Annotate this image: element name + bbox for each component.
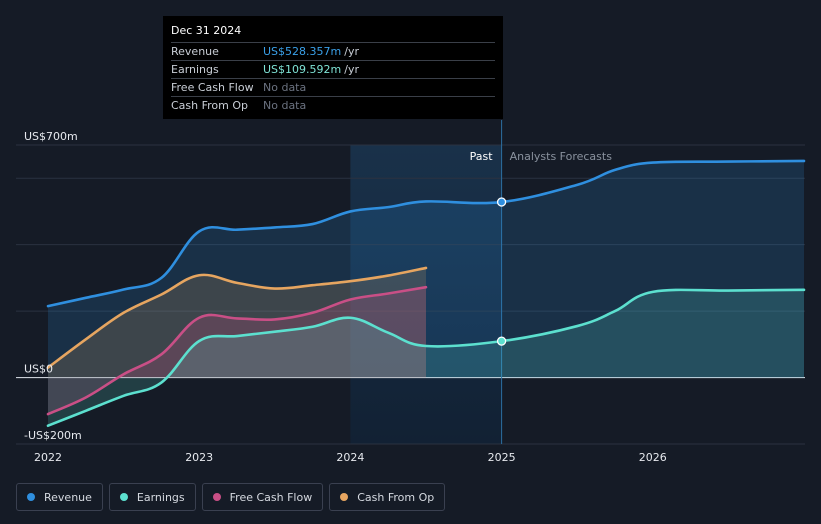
tooltip-value: US$109.592m	[263, 63, 342, 76]
y-axis-label: US$700m	[24, 130, 78, 143]
legend: Revenue Earnings Free Cash Flow Cash Fro…	[16, 483, 446, 511]
legend-dot-icon	[27, 493, 35, 501]
series-area-revenue	[48, 160, 804, 378]
tooltip-label: Revenue	[171, 45, 219, 58]
series-area-free-cash-flow	[48, 287, 426, 415]
series-line-cash-from-op	[46, 266, 428, 369]
tooltip-value: No data	[263, 99, 307, 112]
x-tick-label: 2024	[336, 451, 364, 464]
tooltip-label: Free Cash Flow	[171, 81, 254, 94]
x-tick-label: 2025	[488, 451, 516, 464]
marker-revenue	[496, 197, 507, 207]
tooltip-value: No data	[263, 81, 307, 94]
series-line-free-cash-flow	[46, 285, 428, 416]
tooltip: Dec 31 2024 Revenue US$528.357m /yr Earn…	[163, 16, 503, 119]
series-area-cash-from-op	[48, 267, 426, 378]
legend-item-earnings[interactable]: Earnings	[108, 483, 196, 511]
legend-item-revenue[interactable]: Revenue	[16, 483, 103, 511]
forecast-label: Analysts Forecasts	[510, 150, 613, 163]
tooltip-label: Earnings	[171, 63, 219, 76]
tooltip-label: Cash From Op	[171, 99, 249, 112]
tooltip-unit: /yr	[344, 45, 359, 58]
series-line-revenue	[46, 159, 806, 308]
legend-label: Revenue	[44, 490, 92, 504]
marker-earnings	[496, 336, 507, 346]
tooltip-row-free-cash-flow: Free Cash Flow No data	[171, 78, 495, 96]
tooltip-date: Dec 31 2024	[171, 24, 242, 37]
tooltip-row-revenue: Revenue US$528.357m /yr	[171, 42, 495, 60]
legend-label: Cash From Op	[357, 490, 435, 504]
tooltip-row-earnings: Earnings US$109.592m /yr	[171, 60, 495, 78]
series-line-earnings	[46, 288, 806, 428]
series-area-earnings	[48, 289, 804, 426]
legend-dot-icon	[212, 493, 221, 501]
y-axis-label: US$0	[24, 363, 53, 376]
legend-dot-icon	[119, 493, 128, 501]
legend-label: Earnings	[136, 490, 185, 504]
tooltip-unit: /yr	[344, 63, 359, 76]
x-tick-label: 2023	[185, 451, 213, 464]
past-label: Past	[470, 150, 494, 163]
tooltip-value: US$528.357m	[263, 45, 342, 58]
legend-item-free-cash-flow[interactable]: Free Cash Flow	[201, 483, 324, 511]
legend-item-cash-from-op[interactable]: Cash From Op	[329, 483, 446, 511]
x-tick-label: 2026	[639, 451, 667, 464]
x-tick-label: 2022	[34, 451, 62, 464]
legend-label: Free Cash Flow	[229, 490, 313, 504]
y-axis-label: -US$200m	[24, 429, 82, 442]
legend-dot-icon	[340, 493, 349, 501]
tooltip-row-cash-from-op: Cash From Op No data	[171, 96, 495, 114]
